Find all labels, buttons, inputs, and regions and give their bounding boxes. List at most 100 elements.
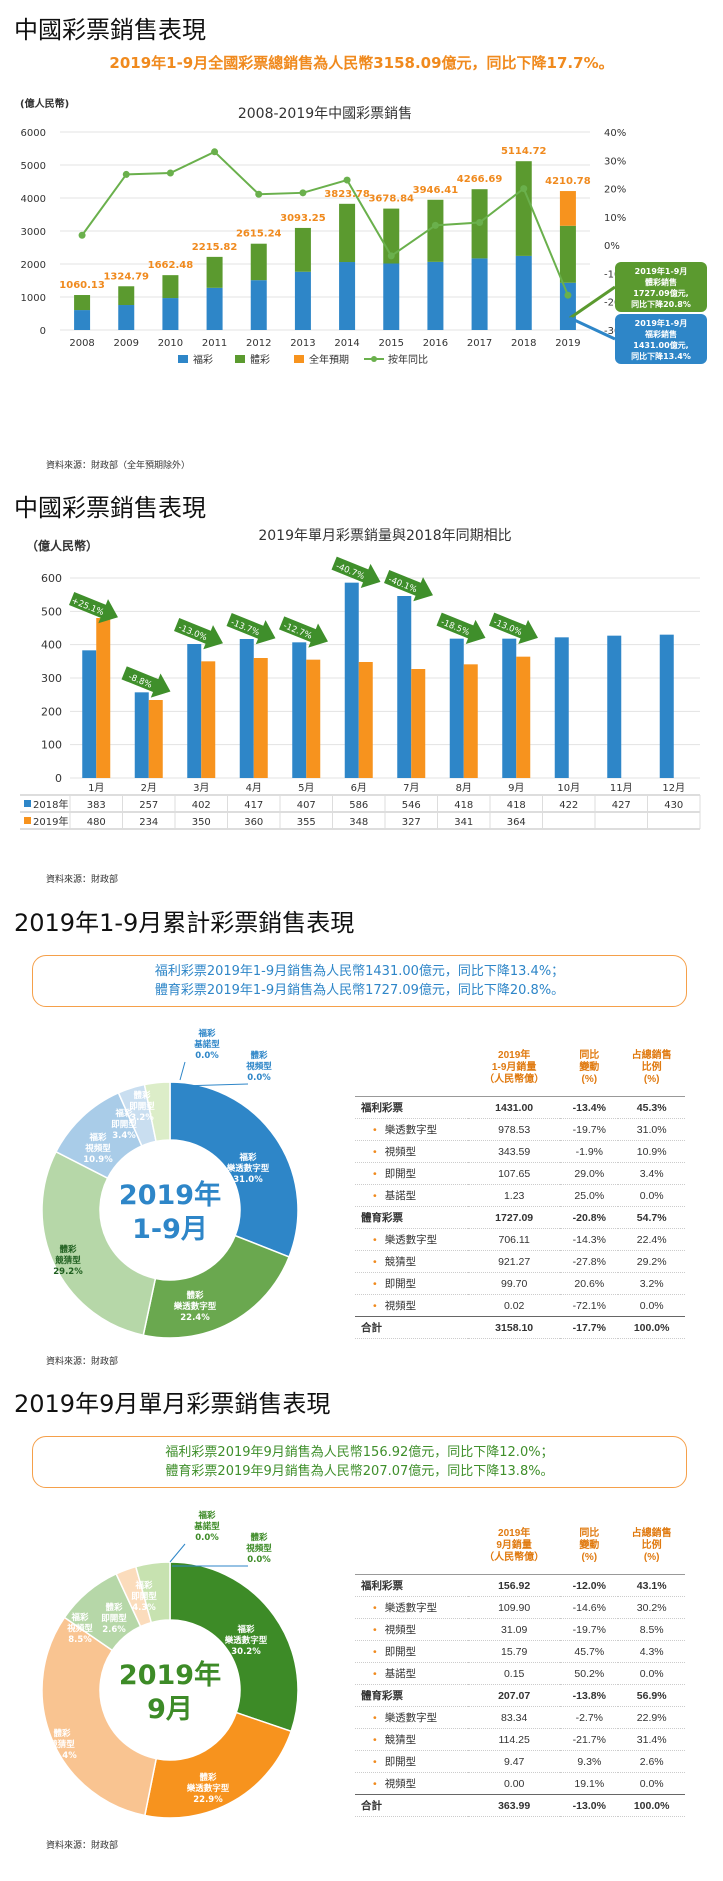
slice-label: 體彩 xyxy=(186,1290,204,1301)
table-cell: 31.0% xyxy=(636,1123,667,1136)
table-cell: 0.02 xyxy=(503,1299,525,1312)
annotation-text: 同比下降13.4% xyxy=(631,351,691,361)
slice-leader xyxy=(179,1061,186,1081)
y-axis-label: （億人民幣） xyxy=(26,538,98,553)
row-label: • 樂透數字型 xyxy=(373,1124,438,1136)
table-row: 福利彩票 156.92 -12.0% 43.1% xyxy=(355,1575,685,1597)
table-cell: 22.9% xyxy=(636,1711,667,1724)
table-cell: 355 xyxy=(297,817,316,828)
change-arrow-shape xyxy=(331,556,381,588)
ytd-sales-table: 2019年 1-9月銷量 （人民幣億） 同比 變動 (%) 占總銷售 比例 (%) 福利彩票 143… xyxy=(355,1040,685,1339)
annotation-box xyxy=(615,314,707,364)
september-donut-chart: 福彩樂透數字型30.2%體彩樂透數字型22.9%體彩競猜型31.4%福彩視頻型8… xyxy=(41,1510,299,1819)
bar-2019 xyxy=(411,669,426,778)
table-cell: -19.7% xyxy=(572,1123,606,1136)
donut-slice xyxy=(169,1081,299,1258)
x-tick-label: 11月 xyxy=(610,782,633,794)
table-cell: 327 xyxy=(402,817,421,828)
table-row: 體育彩票 207.07 -13.8% 56.9% xyxy=(355,1685,685,1707)
row-label: 福利彩票 xyxy=(361,1580,403,1592)
section1-headline: 2019年1-9月全國彩票總銷售為人民幣3158.09億元，同比下降17.7%。 xyxy=(109,54,614,72)
row-label: 體育彩票 xyxy=(361,1212,403,1224)
bar-welfare xyxy=(294,271,311,330)
table-row: • 樂透數字型 109.90 -14.6% 30.2% xyxy=(355,1597,685,1619)
y-tick-label: 100 xyxy=(41,739,62,752)
total-label: 3946.41 xyxy=(413,185,459,196)
table-cell: 0.0% xyxy=(639,1189,664,1202)
table-cell: 3.4% xyxy=(639,1167,664,1180)
slice-label: 競猜型 xyxy=(55,1255,81,1266)
bullet-icon: • xyxy=(373,1602,377,1614)
slice-value: 30.2% xyxy=(231,1647,261,1657)
annotation-box xyxy=(615,262,707,312)
table-cell: 422 xyxy=(559,800,578,811)
row-label: • 視頻型 xyxy=(373,1624,417,1636)
x-tick-label: 2月 xyxy=(141,782,157,794)
slice-label: 樂透數字型 xyxy=(174,1301,217,1312)
change-arrow-shape xyxy=(69,592,118,624)
bar-welfare xyxy=(427,261,444,330)
slice-value: 2.6% xyxy=(102,1625,126,1635)
x-tick-label: 12月 xyxy=(662,782,685,794)
y-tick-label: 200 xyxy=(41,705,62,718)
bar-2019 xyxy=(516,656,531,778)
annotation-text: 2019年1-9月 xyxy=(635,318,688,328)
total-label: 2615.24 xyxy=(236,229,282,240)
total-label: 4210.78 xyxy=(545,176,591,187)
annotation-text: 2019年1-9月 xyxy=(635,266,688,276)
table-cell: 418 xyxy=(507,800,526,811)
table-cell: 2.6% xyxy=(639,1755,664,1768)
table-cell: -21.7% xyxy=(572,1733,606,1746)
y2-tick-label: 40% xyxy=(604,128,626,139)
bullet-icon: • xyxy=(373,1234,377,1246)
table-cell: 83.34 xyxy=(501,1711,528,1724)
legend-label: 全年預期 xyxy=(309,353,349,366)
slice-label: 福彩 xyxy=(88,1132,107,1143)
table-cell: -2.7% xyxy=(575,1711,604,1724)
legend-swatch xyxy=(371,356,377,362)
september-sales-table: 2019年 9月銷量 （人民幣億） 同比 變動 (%) 占總銷售 比例 (%) 福利彩票 156.9… xyxy=(355,1518,685,1817)
slice-label: 基諾型 xyxy=(193,1039,220,1050)
row-label: • 視頻型 xyxy=(373,1778,417,1790)
section3-callout: 福利彩票2019年1-9月銷售為人民幣1431.00億元，同比下降13.4%； … xyxy=(32,955,687,1007)
table-cell: 25.0% xyxy=(574,1189,605,1202)
y-tick-label: 3000 xyxy=(21,227,46,238)
bar-welfare xyxy=(74,310,91,330)
slice-label: 體彩 xyxy=(105,1602,123,1613)
section3-source: 資料來源：財政部 xyxy=(46,1357,119,1367)
x-tick-label: 2011 xyxy=(202,338,227,349)
bullet-icon: • xyxy=(373,1256,377,1268)
section3-title: 2019年1-9月累計彩票銷售表現 xyxy=(14,909,355,937)
table-cell: -27.8% xyxy=(572,1255,606,1268)
row-swatch xyxy=(24,817,31,824)
yoy-point xyxy=(476,219,484,227)
total-label: 3678.84 xyxy=(368,194,414,205)
x-tick-label: 2013 xyxy=(290,338,315,349)
legend-swatch xyxy=(235,355,245,363)
slice-value: 0.0% xyxy=(195,1533,219,1543)
table-cell: 100.0% xyxy=(618,1794,685,1817)
ytd-donut-chart: 福彩樂透數字型31.0%體彩樂透數字型22.4%體彩競猜型29.2%福彩視頻型1… xyxy=(41,1028,299,1339)
table-cell: -13.8% xyxy=(572,1689,606,1702)
annual-sales-chart: (億人民幣) 2008-2019年中國彩票銷售 0 1000 2000 3000 4000 5… xyxy=(20,97,707,366)
x-tick-label: 2015 xyxy=(379,338,404,349)
row-label: 2018年 xyxy=(33,798,68,811)
total-label: 1060.13 xyxy=(59,280,105,291)
change-arrow: +25.1% xyxy=(69,592,118,624)
bar-welfare xyxy=(559,282,576,330)
x-tick-label: 2014 xyxy=(334,338,359,349)
table-cell: -13.4% xyxy=(572,1101,606,1114)
annotation-pointer xyxy=(569,316,616,341)
table-row: • 即開型 107.65 29.0% 3.4% xyxy=(355,1163,685,1185)
annotation-text: 體彩銷售 xyxy=(645,277,677,287)
table-header: 占總銷售 比例 (%) xyxy=(618,1518,685,1575)
table-cell: 107.65 xyxy=(498,1167,531,1180)
row-label: 體育彩票 xyxy=(361,1690,403,1702)
table-cell: 363.99 xyxy=(468,1794,561,1817)
y-tick-label: 2000 xyxy=(21,260,46,271)
x-tick-label: 2009 xyxy=(114,338,139,349)
table-cell: -17.7% xyxy=(560,1316,619,1339)
bar-2018 xyxy=(502,638,517,778)
bar-welfare xyxy=(118,305,135,330)
bar-2018 xyxy=(659,634,674,778)
